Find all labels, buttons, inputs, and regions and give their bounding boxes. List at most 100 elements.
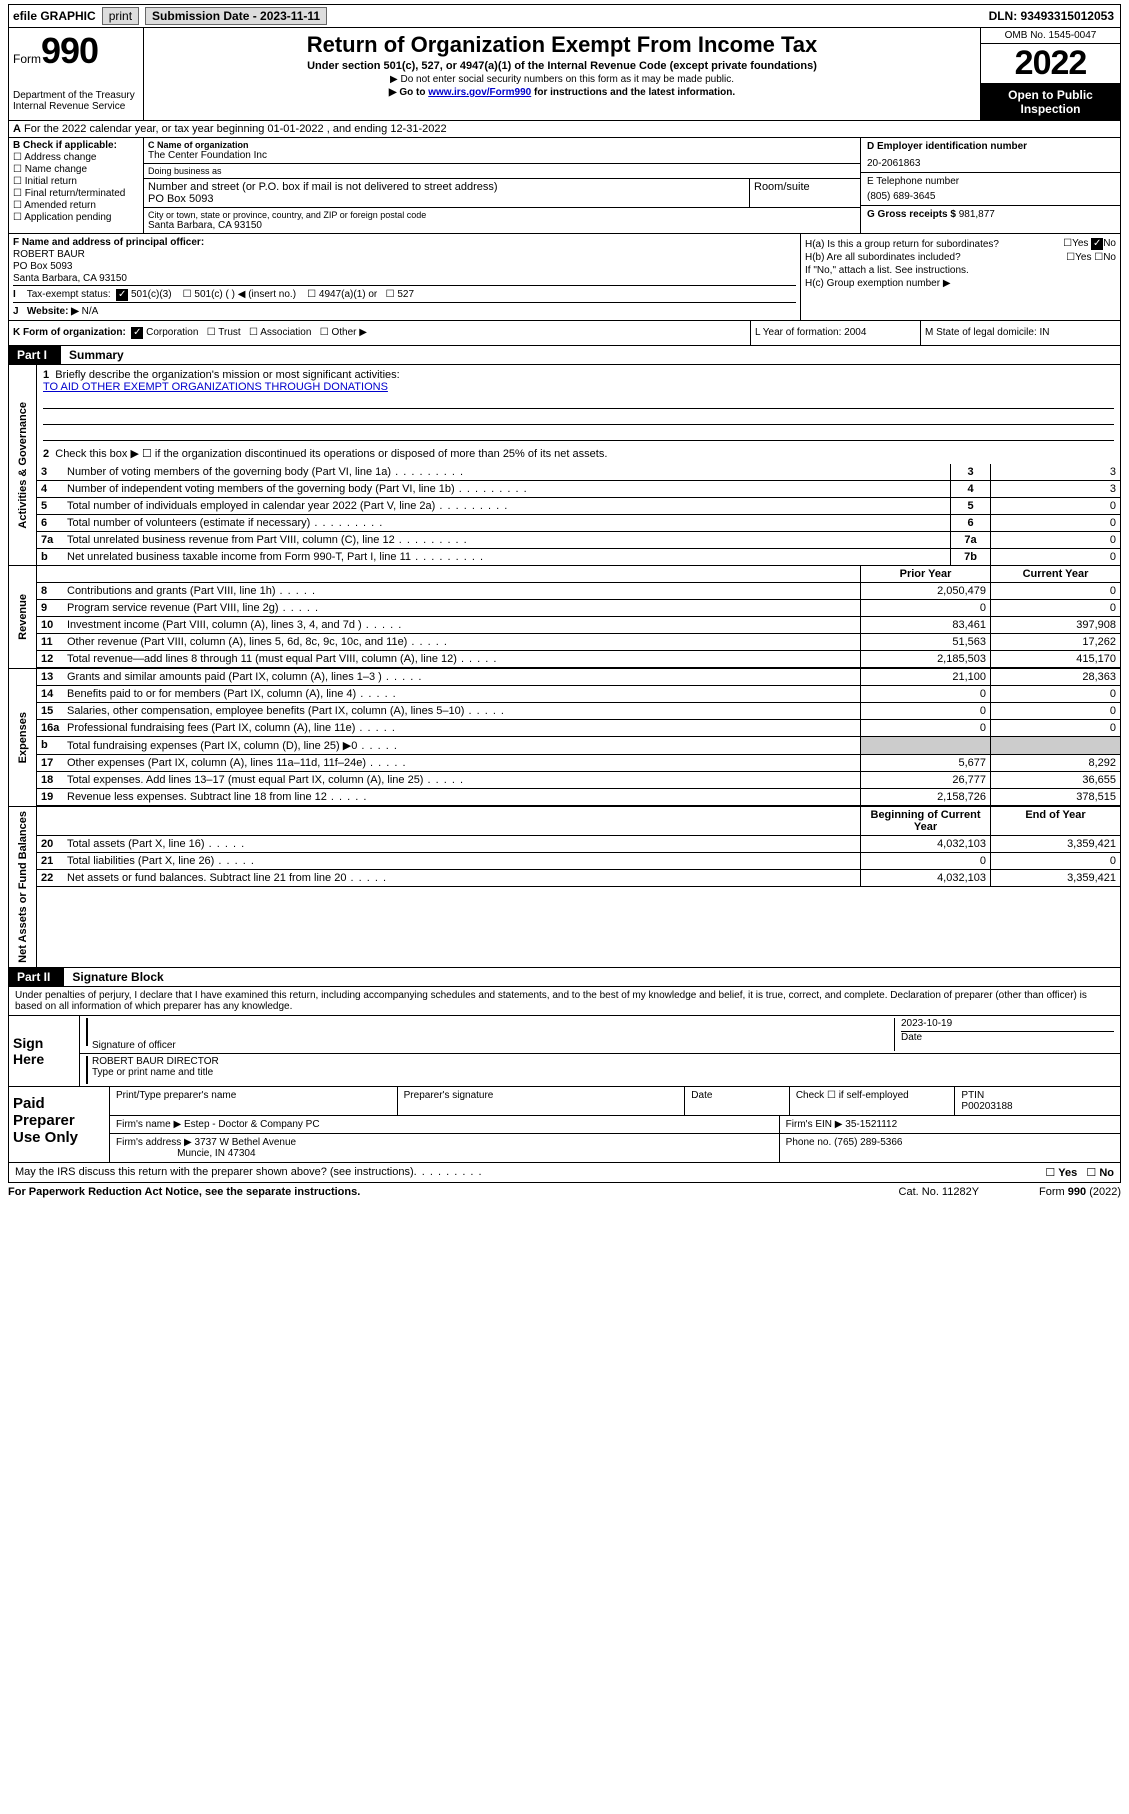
jurat: Under penalties of perjury, I declare th… [8, 987, 1121, 1016]
city-cell: City or town, state or province, country… [144, 208, 860, 233]
chk-corp-icon: ✓ [131, 327, 143, 339]
data-row: 15Salaries, other compensation, employee… [37, 703, 1120, 720]
suite-cell: Room/suite [750, 179, 860, 207]
phone-label: Phone no. [786, 1137, 832, 1148]
line-a: A For the 2022 calendar year, or tax yea… [8, 121, 1121, 138]
activities-governance-section: Activities & Governance 1 Briefly descri… [8, 365, 1121, 566]
data-row: 18Total expenses. Add lines 13–17 (must … [37, 772, 1120, 789]
data-row: 13Grants and similar amounts paid (Part … [37, 669, 1120, 686]
ha-row: H(a) Is this a group return for subordin… [805, 238, 1116, 250]
chk-final-return[interactable]: Final return/terminated [13, 188, 139, 199]
mission-text-link[interactable]: TO AID OTHER EXEMPT ORGANIZATIONS THROUG… [43, 381, 388, 393]
chk-address-change[interactable]: Address change [13, 152, 139, 163]
data-row: 12Total revenue—add lines 8 through 11 (… [37, 651, 1120, 668]
cat-no: Cat. No. 11282Y [899, 1186, 980, 1198]
top-bar: efile GRAPHIC print Submission Date - 20… [8, 4, 1121, 28]
preparer-sig-label: Preparer's signature [398, 1087, 686, 1115]
part2-header: Part II Signature Block [8, 968, 1121, 987]
data-row: 20Total assets (Part X, line 16)4,032,10… [37, 836, 1120, 853]
chk-501c3-icon: ✓ [116, 289, 128, 301]
k-cell: K Form of organization: ✓ Corporation ☐ … [9, 321, 750, 345]
submission-date: Submission Date - 2023-11-11 [145, 7, 327, 25]
entity-block: B Check if applicable: Address change Na… [8, 138, 1121, 234]
vlabel-governance: Activities & Governance [17, 398, 29, 533]
data-row: 8Contributions and grants (Part VIII, li… [37, 583, 1120, 600]
gov-row: 3Number of voting members of the governi… [37, 464, 1120, 481]
gov-row: 5Total number of individuals employed in… [37, 498, 1120, 515]
self-employed-check[interactable]: Check ☐ if self-employed [790, 1087, 956, 1115]
hb-note: If "No," attach a list. See instructions… [805, 265, 1116, 276]
ptin-label: PTIN [961, 1090, 1114, 1101]
form-subtitle-2: ▶ Do not enter social security numbers o… [150, 74, 974, 85]
firm-addr2: Muncie, IN 47304 [177, 1148, 255, 1159]
chk-name-change[interactable]: Name change [13, 164, 139, 175]
chk-amended-return[interactable]: Amended return [13, 200, 139, 211]
irs-discuss-row: May the IRS discuss this return with the… [8, 1163, 1121, 1183]
form-subtitle-3: ▶ Go to www.irs.gov/Form990 for instruct… [150, 87, 974, 98]
officer-printed-name: ROBERT BAUR DIRECTOR [92, 1056, 219, 1067]
vlabel-expenses: Expenses [17, 708, 29, 767]
firm-addr1: 3737 W Bethel Avenue [195, 1137, 297, 1148]
form-number: Form 990 [13, 30, 139, 72]
firm-addr-label: Firm's address ▶ [116, 1137, 192, 1148]
hb-row: H(b) Are all subordinates included? ☐Yes… [805, 252, 1116, 263]
data-row: 22Net assets or fund balances. Subtract … [37, 870, 1120, 887]
data-row: 16aProfessional fundraising fees (Part I… [37, 720, 1120, 737]
prep-date-label: Date [685, 1087, 790, 1115]
print-button[interactable]: print [102, 7, 139, 25]
chk-application-pending[interactable]: Application pending [13, 212, 139, 223]
data-row: bTotal fundraising expenses (Part IX, co… [37, 737, 1120, 755]
form-ref: Form 990 (2022) [1039, 1186, 1121, 1198]
paid-preparer-block: Paid Preparer Use Only Print/Type prepar… [8, 1087, 1121, 1163]
phone-cell: E Telephone number (805) 689-3645 [861, 173, 1120, 206]
firm-ein-label: Firm's EIN ▶ [786, 1119, 843, 1130]
omb-number: OMB No. 1545-0047 [981, 28, 1120, 44]
vlabel-revenue: Revenue [17, 590, 29, 644]
gross-receipts-cell: G Gross receipts $ 981,877 [861, 206, 1120, 223]
chk-initial-return[interactable]: Initial return [13, 176, 139, 187]
ein-cell: D Employer identification number 20-2061… [861, 138, 1120, 173]
website-row: J Website: ▶ N/A [13, 302, 796, 317]
klm-row: K Form of organization: ✓ Corporation ☐ … [8, 321, 1121, 346]
hc-row: H(c) Group exemption number ▶ [805, 278, 1116, 289]
paid-preparer-label: Paid Preparer Use Only [9, 1087, 109, 1162]
sign-here-block: Sign Here Signature of officer 2023-10-1… [8, 1016, 1121, 1087]
name-title-label: Type or print name and title [92, 1067, 219, 1078]
date-label: Date [901, 1031, 1114, 1043]
m-cell: M State of legal domicile: IN [920, 321, 1120, 345]
efile-label: efile GRAPHIC [9, 7, 100, 25]
data-row: 19Revenue less expenses. Subtract line 1… [37, 789, 1120, 806]
data-row: 11Other revenue (Part VIII, column (A), … [37, 634, 1120, 651]
officer-addr1: PO Box 5093 [13, 261, 796, 272]
principal-officer-label: F Name and address of principal officer: [13, 237, 204, 248]
officer-exempt-block: F Name and address of principal officer:… [8, 234, 1121, 321]
data-row: 21Total liabilities (Part X, line 26)00 [37, 853, 1120, 870]
check-applicable-label: B Check if applicable: [13, 140, 139, 151]
mission-block: 1 Briefly describe the organization's mi… [37, 365, 1120, 464]
ha-no-checked-icon: ✓ [1091, 238, 1103, 250]
org-name-cell: C Name of organization The Center Founda… [144, 138, 860, 164]
irs-label: Internal Revenue Service [13, 101, 139, 112]
pra-notice: For Paperwork Reduction Act Notice, see … [8, 1186, 360, 1198]
dln: DLN: 93493315012053 [983, 7, 1120, 25]
page-footer: For Paperwork Reduction Act Notice, see … [8, 1183, 1121, 1201]
tax-exempt-row: I Tax-exempt status: ✓ 501(c)(3) ☐ 501(c… [13, 285, 796, 301]
open-public-badge: Open to Public Inspection [981, 84, 1120, 120]
dba-cell: Doing business as [144, 164, 860, 179]
vlabel-net-assets: Net Assets or Fund Balances [17, 807, 29, 967]
data-row: 10Investment income (Part VIII, column (… [37, 617, 1120, 634]
firm-name-label: Firm's name ▶ [116, 1119, 181, 1130]
gov-row: bNet unrelated business taxable income f… [37, 549, 1120, 565]
officer-name: ROBERT BAUR [13, 249, 796, 260]
dept-label: Department of the Treasury [13, 90, 139, 101]
sign-date: 2023-10-19 [901, 1018, 1114, 1029]
gov-row: 6Total number of volunteers (estimate if… [37, 515, 1120, 532]
sig-officer-label: Signature of officer [92, 1040, 894, 1051]
form-title: Return of Organization Exempt From Incom… [150, 32, 974, 58]
data-row: 17Other expenses (Part IX, column (A), l… [37, 755, 1120, 772]
firm-ein: 35-1521112 [845, 1119, 897, 1130]
ptin-value: P00203188 [961, 1101, 1114, 1112]
revenue-section: Revenue Prior Year Current Year 8Contrib… [8, 566, 1121, 669]
pt-name-label: Print/Type preparer's name [116, 1090, 391, 1101]
instructions-link[interactable]: www.irs.gov/Form990 [428, 87, 531, 98]
